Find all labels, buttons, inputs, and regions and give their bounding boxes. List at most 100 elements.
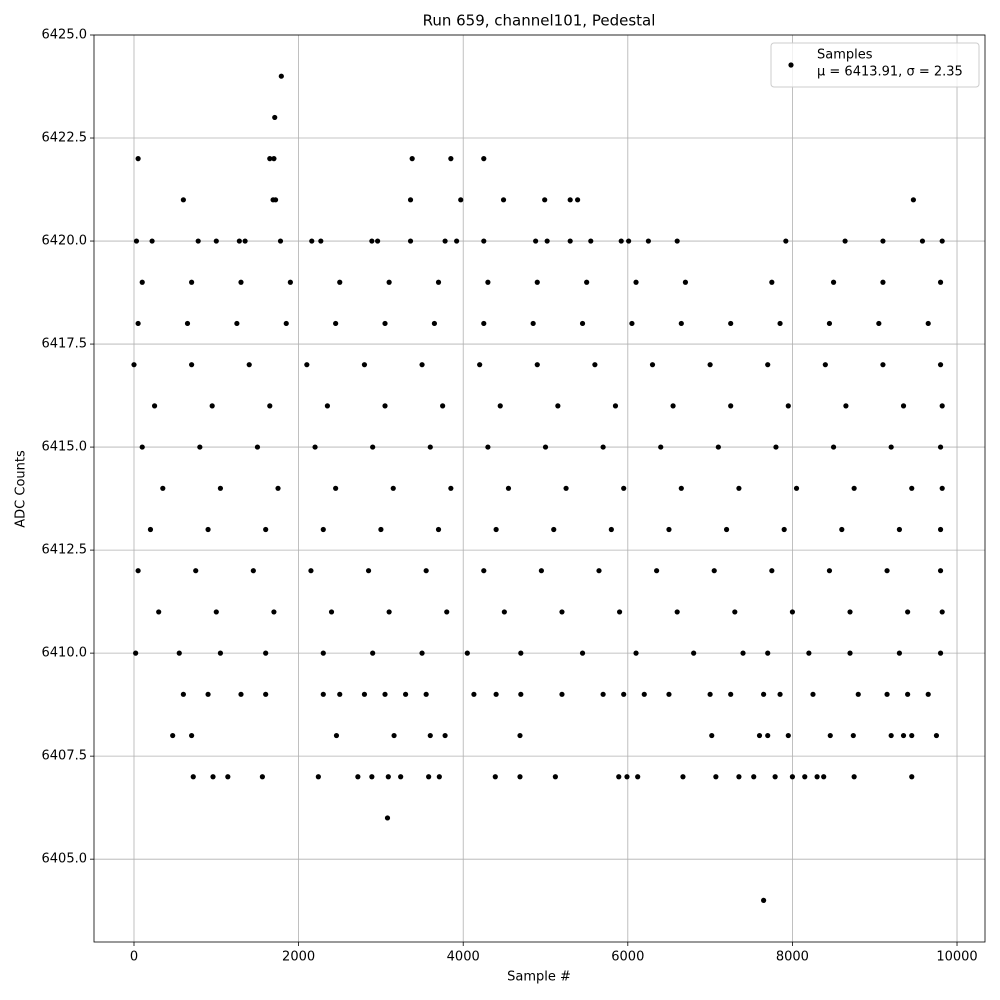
x-tick-label: 6000 [611, 950, 644, 965]
data-point [518, 650, 524, 656]
data-point [505, 485, 512, 491]
data-point [271, 156, 277, 162]
x-tick-label: 0 [130, 950, 138, 965]
data-point [542, 444, 549, 450]
data-point [378, 526, 384, 533]
plot-frame [93, 34, 986, 943]
data-point [454, 238, 460, 244]
data-point [567, 238, 573, 244]
data-point [551, 526, 557, 533]
data-point [386, 609, 392, 615]
data-point [937, 650, 944, 656]
data-point [444, 609, 450, 615]
data-point [847, 650, 853, 656]
data-point [937, 279, 944, 285]
data-point [680, 774, 686, 780]
data-point [423, 691, 429, 697]
data-point [419, 650, 425, 656]
x-tick-label: 2000 [282, 950, 315, 965]
data-point [375, 238, 381, 244]
data-point [442, 732, 448, 739]
data-point [267, 403, 273, 409]
data-point [559, 691, 565, 697]
data-point [318, 238, 324, 244]
data-point [559, 609, 565, 615]
data-point [925, 691, 931, 697]
data-point [398, 774, 404, 780]
data-point [740, 650, 746, 656]
data-point [584, 279, 590, 285]
data-point [238, 691, 244, 697]
data-point [320, 526, 326, 533]
data-point [189, 362, 195, 368]
data-point [542, 197, 548, 203]
data-point [427, 732, 433, 739]
data-point [217, 650, 224, 656]
data-point [492, 774, 498, 780]
data-point [612, 403, 619, 409]
data-point [369, 774, 375, 780]
y-tick-label: 6420.0 [42, 234, 88, 249]
data-point [147, 526, 154, 533]
data-point [736, 774, 742, 780]
data-point [263, 650, 269, 656]
data-point [442, 238, 448, 244]
data-point [250, 568, 256, 574]
data-point [827, 732, 833, 739]
legend-box [770, 42, 980, 88]
data-point [618, 238, 624, 244]
data-point [333, 320, 339, 327]
data-point [939, 609, 945, 615]
data-point [826, 568, 833, 574]
data-point [888, 732, 894, 739]
data-point [139, 279, 145, 285]
data-point [370, 650, 376, 656]
data-point [431, 320, 438, 327]
data-point [937, 444, 944, 450]
data-point [842, 238, 848, 244]
data-point [287, 279, 293, 285]
data-point [884, 568, 890, 574]
data-point [254, 444, 261, 450]
data-point [709, 732, 715, 739]
data-point [263, 526, 269, 533]
data-point [876, 320, 882, 327]
y-tick-label: 6422.5 [42, 131, 88, 146]
data-point [909, 732, 915, 739]
data-point [909, 774, 915, 780]
data-point [448, 156, 454, 162]
y-axis-label: ADC Counts [14, 450, 29, 528]
legend: Samples μ = 6413.91, σ = 2.35 [770, 42, 980, 88]
data-point [937, 362, 944, 368]
data-point [517, 732, 523, 739]
data-point [213, 609, 219, 615]
data-point [481, 156, 487, 162]
data-point [821, 774, 827, 780]
data-point [333, 732, 340, 739]
data-point [151, 403, 158, 409]
data-point [830, 444, 837, 450]
data-point [736, 485, 742, 491]
data-point [670, 403, 676, 409]
data-point [238, 279, 244, 285]
data-point [621, 485, 627, 491]
data-point [236, 238, 242, 244]
data-point [900, 403, 907, 409]
data-point [283, 320, 289, 327]
data-point [600, 691, 606, 697]
data-point [713, 774, 719, 780]
data-point [777, 320, 783, 327]
data-point [850, 732, 856, 739]
data-point [674, 609, 680, 615]
data-point [402, 691, 409, 697]
data-point [436, 774, 442, 780]
data-point [802, 774, 808, 780]
data-point [761, 691, 767, 697]
data-point [426, 774, 432, 780]
data-point [843, 403, 849, 409]
data-point [149, 238, 155, 244]
data-point [382, 320, 388, 327]
data-point [534, 279, 540, 285]
data-point [493, 526, 499, 533]
data-point [324, 403, 331, 409]
